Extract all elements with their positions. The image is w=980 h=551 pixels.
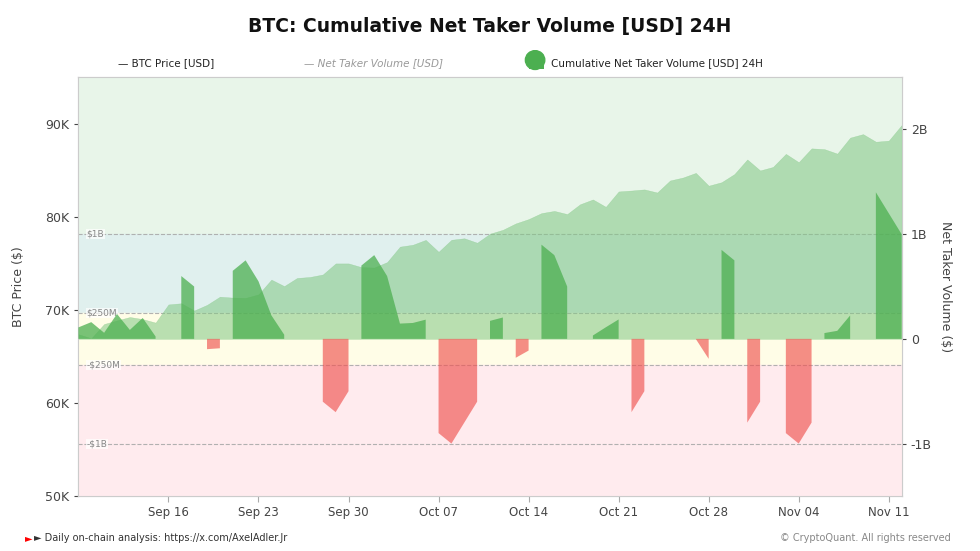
Text: — BTC Price [USD]: — BTC Price [USD]: [118, 58, 214, 68]
Text: Oct 15: Oct 15: [485, 278, 546, 296]
Text: Nov 12: Nov 12: [766, 107, 831, 126]
Text: ► Daily on-chain analysis: https://x.com/AxelAdler.Jr: ► Daily on-chain analysis: https://x.com…: [34, 533, 287, 543]
Circle shape: [525, 51, 545, 69]
Point: [533, 328, 549, 337]
Text: Oct 29: Oct 29: [640, 245, 701, 263]
Text: $1B: $1B: [86, 230, 104, 239]
Text: Sep 27: Sep 27: [252, 285, 317, 303]
Point: [894, 140, 909, 149]
Bar: [78, 234, 902, 313]
Text: $250M: $250M: [86, 308, 118, 317]
Text: CryptoQuant: CryptoQuant: [360, 261, 620, 295]
Point: [713, 301, 729, 310]
Text: -$1B: -$1B: [86, 439, 108, 448]
Text: Cumulative Net Taker Volume [USD] 24H: Cumulative Net Taker Volume [USD] 24H: [551, 58, 762, 68]
Point: [302, 341, 318, 349]
Bar: [78, 77, 902, 234]
Bar: [78, 313, 902, 365]
Text: © CryptoQuant. All rights reserved: © CryptoQuant. All rights reserved: [780, 533, 951, 543]
Y-axis label: BTC Price ($): BTC Price ($): [12, 246, 24, 327]
Bar: [78, 365, 902, 496]
Text: -$250M: -$250M: [86, 360, 121, 370]
Text: BTC: Cumulative Net Taker Volume [USD] 24H: BTC: Cumulative Net Taker Volume [USD] 2…: [248, 17, 732, 35]
Y-axis label: Net Taker Volume ($): Net Taker Volume ($): [940, 221, 953, 352]
Text: ►: ►: [24, 533, 32, 543]
Text: — Net Taker Volume [USD]: — Net Taker Volume [USD]: [304, 58, 443, 68]
